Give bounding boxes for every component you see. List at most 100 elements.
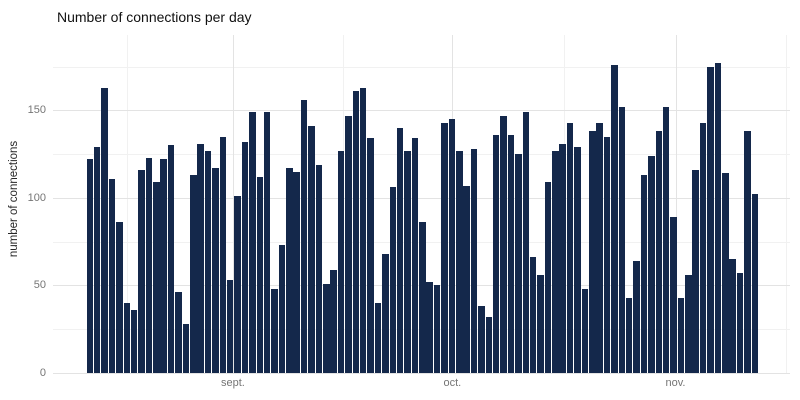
bar [330,269,337,373]
bar [463,185,470,373]
bar [190,175,197,373]
bar [293,171,300,373]
bar [167,145,175,373]
y-tick-label: 100 [27,191,46,204]
bar [145,157,153,373]
bar [662,106,670,373]
bar [286,168,293,373]
bar [485,316,493,373]
bar [470,148,478,373]
chart-title: Number of connections per day [57,9,252,25]
bar [500,115,507,373]
y-major-gridline [53,110,790,112]
bar [308,126,315,373]
bar [529,257,537,373]
bar [241,141,249,373]
bar [263,112,271,373]
bar [685,274,692,373]
bar [625,297,633,373]
bar [692,169,699,373]
bar [648,155,655,373]
bar [278,245,286,373]
bar [559,143,566,373]
bar [404,150,411,373]
bar [589,131,596,373]
y-tick-label: 50 [33,279,46,292]
bar [537,274,544,373]
bar [729,259,736,373]
bar [751,194,759,373]
bar [219,136,227,373]
bar [138,169,145,373]
bar [544,182,552,373]
bar [256,176,264,373]
bar [123,302,131,373]
y-minor-gridline [53,66,790,68]
bar [574,147,581,373]
bar [86,159,94,373]
bar [456,150,463,373]
y-major-gridline [53,197,790,199]
bar [212,168,219,373]
bar [507,134,515,373]
x-minor-gridline [126,35,128,373]
bar [345,115,352,373]
bar [655,131,663,373]
x-tick-label: oct. [443,377,462,389]
y-tick-label: 150 [27,104,46,117]
bar [736,273,744,373]
bar [182,323,190,373]
bar [707,66,714,373]
bar [197,143,204,373]
bar [419,222,426,373]
bar [633,260,640,373]
bar [337,150,345,373]
bar [478,306,485,373]
bar [101,87,108,373]
bar [411,138,419,373]
bar [352,91,360,373]
bar [714,63,722,373]
bar [204,150,212,373]
bar [116,222,123,373]
bar [522,112,530,373]
bar [492,134,500,373]
y-major-gridline [53,373,790,374]
bar [374,302,382,373]
bar [448,119,456,373]
bar [515,154,522,373]
bar [315,164,323,373]
bar [323,283,330,373]
bar [744,131,751,373]
bar [93,147,101,373]
bar [153,182,160,373]
bar [367,138,374,373]
bar [271,288,278,373]
bar [441,122,448,373]
bar [618,106,626,373]
bar [226,280,234,373]
bar [396,127,404,373]
bar [389,187,397,373]
bar [699,122,707,373]
bar [130,309,138,373]
bar [677,297,685,373]
x-tick-label: sept. [220,377,245,389]
bar [603,136,611,373]
bar [722,173,729,373]
bar [611,64,618,373]
bar [234,196,241,373]
bar [566,122,574,373]
bar [640,175,648,373]
bar [670,217,677,373]
y-tick-label: 0 [39,367,46,379]
bar [175,292,182,373]
bar [249,112,256,373]
bar [300,99,308,373]
x-major-gridline [232,35,234,373]
bar [108,178,116,373]
y-minor-gridline [53,154,790,156]
bar [433,285,441,373]
bar [426,281,433,373]
